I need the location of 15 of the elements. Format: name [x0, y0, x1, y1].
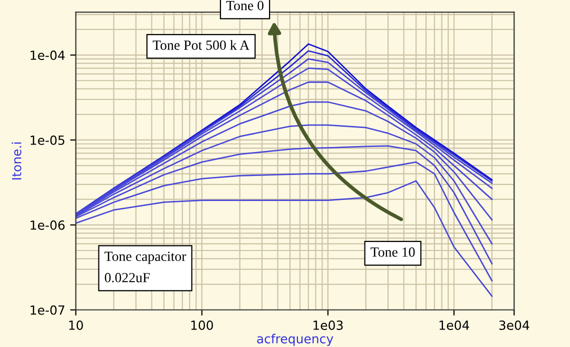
y-tick-label: 1e-05: [30, 135, 64, 145]
annotation: Tone Pot 500 k A: [152, 40, 250, 50]
text: Tone 0: [226, 0, 264, 10]
y-tick-label: 1e-04: [30, 50, 65, 60]
y-axis-title: Itone.i: [12, 142, 22, 180]
annotation: Tone capacitor 0.022uF: [104, 252, 186, 282]
x-tick-label: 100: [191, 320, 213, 330]
y-tick-label: 1e-07: [30, 305, 64, 315]
y-tick-label: 1e-06: [30, 220, 65, 230]
x-tick-label: 10: [69, 320, 83, 330]
x-axis-title: acfrequency: [257, 334, 334, 346]
x-tick-label: 3e04: [499, 320, 530, 330]
annotation: Tone 10: [370, 247, 415, 257]
x-tick-label: 1e03: [314, 320, 343, 330]
x-tick-label: 1e04: [440, 320, 470, 330]
